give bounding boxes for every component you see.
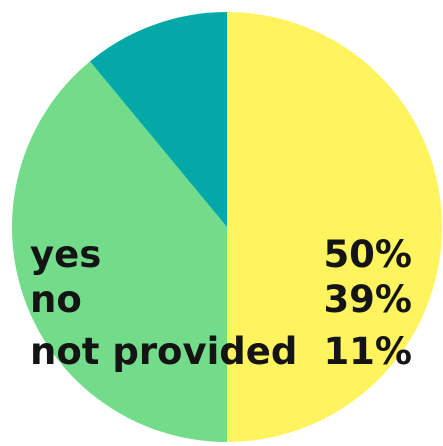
pie-slices (11, 12, 442, 443)
legend-label-yes: yes (30, 233, 101, 276)
pie-slice-not-provided (89, 12, 227, 227)
pie-slice-yes (227, 12, 442, 442)
pie-slice-no (11, 61, 227, 443)
value-label-no: 39% (323, 278, 412, 321)
legend-label-no: no (30, 278, 82, 321)
legend: yes no not provided 50% 39% 11% (30, 233, 412, 373)
value-label-yes: 50% (323, 233, 412, 276)
value-label-not-provided: 11% (323, 330, 412, 373)
legend-label-not-provided: not provided (30, 330, 297, 373)
